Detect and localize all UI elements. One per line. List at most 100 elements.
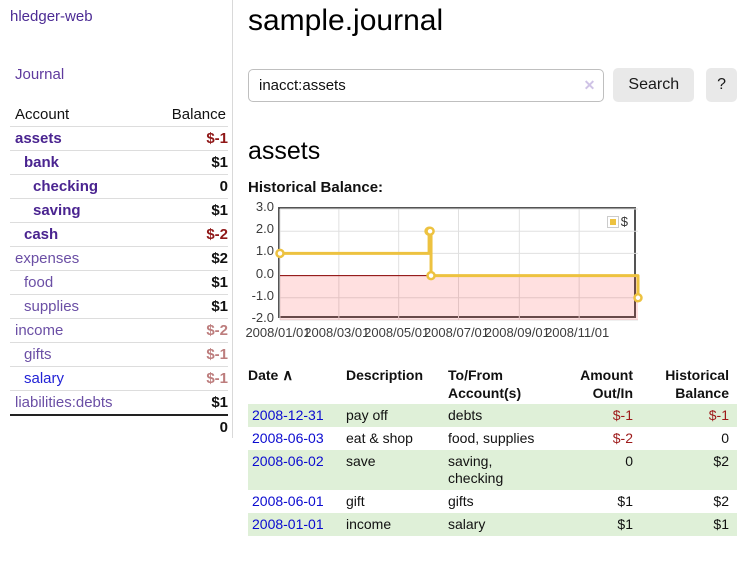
account-balance: $-2 <box>160 318 228 343</box>
account-cell: income <box>10 318 160 343</box>
transaction-accounts: debts <box>448 404 558 427</box>
accounts-table: Account Balance assets $-1 bank $1 checking 0… <box>10 103 228 439</box>
transaction-balance: $1 <box>641 513 737 536</box>
accounts-tbody: assets $-1 bank $1 checking 0 saving $1 cash $-2 e… <box>10 126 228 415</box>
column-header-date[interactable]: Date ∧ <box>248 367 294 384</box>
sidebar: hledger-web Journal Account Balance asse… <box>0 0 233 439</box>
account-cell: liabilities:debts <box>10 390 160 415</box>
legend-swatch-icon <box>607 216 618 227</box>
transaction-balance: $2 <box>713 493 729 509</box>
transaction-amount: $1 <box>617 493 633 509</box>
y-axis-label: 0.0 <box>255 265 274 281</box>
transaction-accounts: food, supplies <box>448 430 535 446</box>
transaction-description: income <box>346 513 448 536</box>
account-balance: $1 <box>160 150 228 175</box>
app-title-link[interactable]: hledger-web <box>10 8 93 25</box>
transaction-row: 2008-06-02 save saving, checking 0 $2 <box>248 450 737 490</box>
transaction-accounts: gifts <box>448 493 474 509</box>
account-row: food $1 <box>10 270 228 295</box>
transaction-row: 2008-01-01 income salary $1 $1 <box>248 513 737 536</box>
account-link[interactable]: salary <box>24 370 65 387</box>
x-axis-label: 2008/07/01 <box>423 325 490 340</box>
register-tbody: 2008-12-31 pay off debts $-1 $-1 2008-06-03 ea… <box>248 404 737 536</box>
column-header-accounts: To/From Account(s) <box>448 367 522 401</box>
account-link[interactable]: bank <box>24 154 60 171</box>
x-axis-label: 2008/01/01 <box>245 325 311 340</box>
main-content: sample.journal ✕ Search ? assets Histori… <box>234 0 742 582</box>
transaction-date-cell: 2008-06-03 <box>248 427 346 450</box>
account-balance: $-1 <box>160 126 228 151</box>
account-row: assets $-1 <box>10 126 228 151</box>
register-table: Date ∧ Description To/From Account(s) Am… <box>248 364 737 536</box>
account-balance: $1 <box>160 390 228 415</box>
transaction-amount: $-1 <box>558 404 641 427</box>
account-balance: $-2 <box>160 222 228 247</box>
account-link[interactable]: checking <box>33 178 99 195</box>
account-cell: checking <box>10 174 160 199</box>
transaction-date-link[interactable]: 2008-12-31 <box>252 407 324 423</box>
account-balance: 0 <box>160 174 228 199</box>
transaction-row: 2008-06-03 eat & shop food, supplies $-2 0 <box>248 427 737 450</box>
account-balance: $-1 <box>160 342 228 367</box>
account-link[interactable]: gifts <box>24 346 52 363</box>
transaction-date-cell: 2008-12-31 <box>248 404 346 427</box>
transaction-description: eat & shop <box>346 430 413 446</box>
transaction-date-link[interactable]: 2008-06-01 <box>252 493 324 509</box>
transaction-row: 2008-12-31 pay off debts $-1 $-1 <box>248 404 737 427</box>
account-cell: assets <box>10 126 160 151</box>
transaction-date-link[interactable]: 2008-06-03 <box>252 430 324 446</box>
plot-area[interactable]: $ <box>275 207 643 321</box>
x-axis-label: 2008/05/01 <box>364 325 430 340</box>
accounts-total-row: 0 <box>10 414 228 439</box>
account-link[interactable]: food <box>24 274 54 291</box>
search-input[interactable] <box>248 68 605 102</box>
account-cell: supplies <box>10 294 160 319</box>
account-link[interactable]: income <box>15 322 64 339</box>
transaction-date-cell: 2008-06-02 <box>248 450 346 490</box>
balance-chart: $ 3.0 2.0 1.0 0.0 -1.0 -2.0 2008/01/01 2008/03… <box>245 199 737 343</box>
account-row: salary $-1 <box>10 366 228 391</box>
transaction-description: save <box>346 450 448 490</box>
y-axis-label: 2.0 <box>255 221 274 237</box>
transaction-amount: $-2 <box>612 430 633 446</box>
transaction-date-link[interactable]: 2008-01-01 <box>252 516 324 532</box>
y-axis-label: -2.0 <box>251 310 274 325</box>
account-cell: gifts <box>10 342 160 367</box>
account-heading: assets <box>248 137 321 165</box>
y-axis-label: 1.0 <box>255 243 274 259</box>
account-link[interactable]: expenses <box>15 250 80 267</box>
account-row: cash $-2 <box>10 222 228 247</box>
sort-ascending-icon: ∧ <box>282 367 294 384</box>
clear-search-icon[interactable]: ✕ <box>583 76 596 93</box>
accounts-total-value: 0 <box>160 414 228 439</box>
sidebar-item-journal[interactable]: Journal <box>15 66 65 83</box>
account-link[interactable]: cash <box>24 226 59 243</box>
account-row: gifts $-1 <box>10 342 228 367</box>
account-link[interactable]: supplies <box>24 298 80 315</box>
legend-label: $ <box>620 214 628 229</box>
account-cell: food <box>10 270 160 295</box>
column-header-description: Description <box>346 367 424 383</box>
help-button[interactable]: ? <box>706 68 737 102</box>
page-title: sample.journal <box>248 4 444 37</box>
account-cell: saving <box>10 198 160 223</box>
account-link[interactable]: assets <box>15 130 62 147</box>
account-row: bank $1 <box>10 150 228 175</box>
transaction-description: pay off <box>346 404 448 427</box>
transaction-row: 2008-06-01 gift gifts $1 $2 <box>248 490 737 513</box>
transaction-date-link[interactable]: 2008-06-02 <box>252 453 324 469</box>
chart-legend: $ <box>605 213 630 230</box>
account-link[interactable]: saving <box>33 202 81 219</box>
y-axis-label: 3.0 <box>255 199 274 214</box>
account-balance: $1 <box>160 270 228 295</box>
account-row: expenses $2 <box>10 246 228 271</box>
register-header-row: Date ∧ Description To/From Account(s) Am… <box>248 364 737 404</box>
account-row: income $-2 <box>10 318 228 343</box>
transaction-date-cell: 2008-06-01 <box>248 490 346 513</box>
account-link[interactable]: liabilities:debts <box>15 394 113 411</box>
search-form: ✕ Search ? <box>248 68 737 102</box>
search-button[interactable]: Search <box>613 68 695 102</box>
account-balance: $2 <box>160 246 228 271</box>
accounts-header-account: Account <box>15 106 70 123</box>
transaction-accounts: salary <box>448 513 558 536</box>
